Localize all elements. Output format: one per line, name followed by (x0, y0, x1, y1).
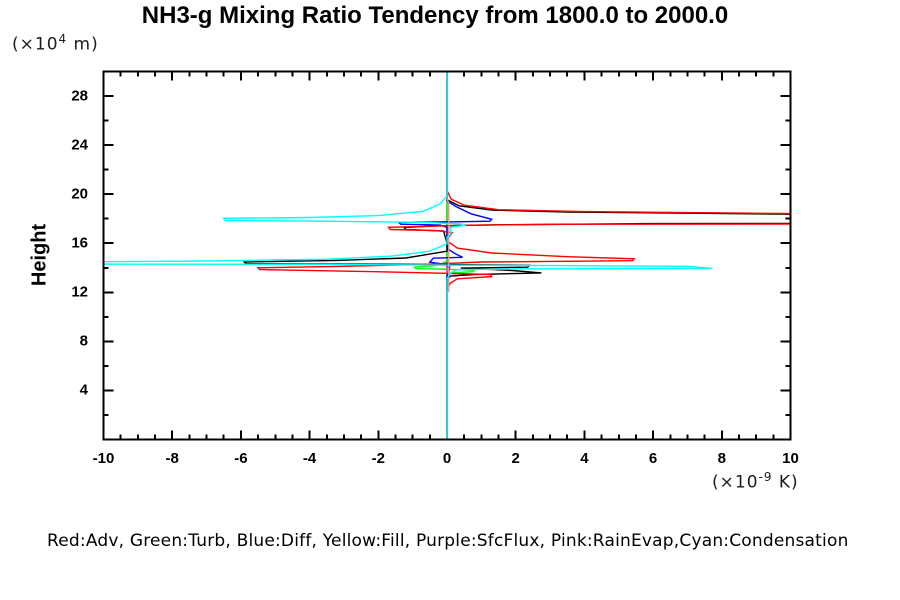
series-lines (103, 71, 791, 440)
y-tick-label: 20 (71, 185, 88, 203)
x-tick-label: -10 (92, 450, 115, 467)
x-tick-label: 0 (442, 450, 452, 467)
x-tick-label: 2 (511, 450, 520, 467)
x-tick-label: -6 (234, 450, 248, 467)
y-axis-unit: (×104 m) (12, 32, 99, 55)
chart-title: NH3-g Mixing Ratio Tendency from 1800.0 … (141, 2, 729, 29)
series-condensation (103, 71, 713, 440)
y-tick-label: 28 (71, 87, 88, 105)
series-diff (397, 71, 494, 440)
x-tick-label: 6 (648, 450, 658, 467)
plot-frame (102, 70, 792, 441)
x-tick-label: 8 (717, 450, 726, 467)
y-tick-label: 12 (71, 283, 88, 301)
x-tick-label: -2 (371, 450, 385, 467)
x-tick-label: -4 (302, 450, 317, 467)
y-tick-label: 8 (79, 332, 88, 350)
y-tick-label: 24 (71, 136, 88, 154)
x-axis-unit: (×10-9 K) (712, 470, 799, 493)
x-tick-label: 4 (580, 450, 589, 467)
series-adv (256, 71, 791, 440)
x-tick-label: 10 (782, 450, 799, 467)
y-tick-label: 16 (71, 234, 88, 252)
x-tick-label: -8 (165, 450, 179, 467)
legend-caption: Red:Adv, Green:Turb, Blue:Diff, Yellow:F… (47, 531, 849, 551)
y-tick-label: 4 (79, 381, 88, 399)
